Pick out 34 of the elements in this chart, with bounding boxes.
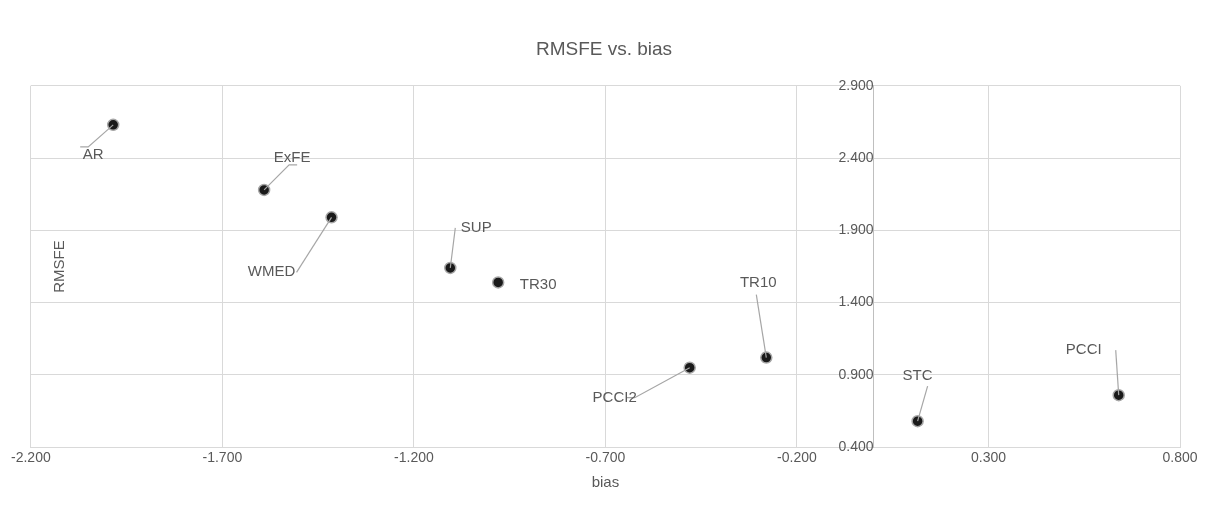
annotation: STC [902, 366, 933, 384]
x-tick-label: -1.200 [394, 449, 434, 466]
y-axis-title: RMSFE [50, 240, 68, 293]
x-axis-title: bias [591, 473, 620, 491]
annotation: PCCI [1065, 340, 1102, 358]
point [911, 414, 924, 428]
annotation: ExFE [273, 148, 311, 166]
point [444, 261, 457, 275]
annotation: TR10 [739, 272, 777, 290]
annotation: WMED [247, 262, 296, 280]
y-tick-label: 2.400 [838, 148, 874, 165]
x-tick-label: -2.200 [11, 449, 51, 466]
point [760, 351, 773, 364]
y-tick-label: 0.400 [838, 438, 874, 455]
y-tick-label: 1.400 [838, 293, 874, 310]
x-tick-label: 0.300 [970, 449, 1007, 466]
x-tick-label: -0.200 [777, 449, 818, 466]
x-tick-label: 0.800 [1162, 449, 1198, 466]
x-tick-label: -1.700 [202, 449, 243, 466]
annotation: TR30 [519, 274, 557, 292]
chart-title: RMSFE vs. bias [535, 37, 673, 59]
y-tick-label: 1.900 [838, 221, 874, 238]
point [683, 361, 696, 374]
annotation: AR [82, 144, 104, 162]
y-tick-label: 2.900 [838, 76, 874, 93]
annotation: SUP [460, 218, 492, 236]
point [106, 118, 120, 132]
point [325, 211, 338, 224]
point [257, 183, 271, 197]
x-tick-label: -0.700 [585, 449, 626, 466]
point [491, 276, 505, 289]
annotation: PCCI2 [592, 387, 637, 405]
point [1112, 388, 1125, 402]
y-tick-label: 0.900 [838, 365, 874, 382]
